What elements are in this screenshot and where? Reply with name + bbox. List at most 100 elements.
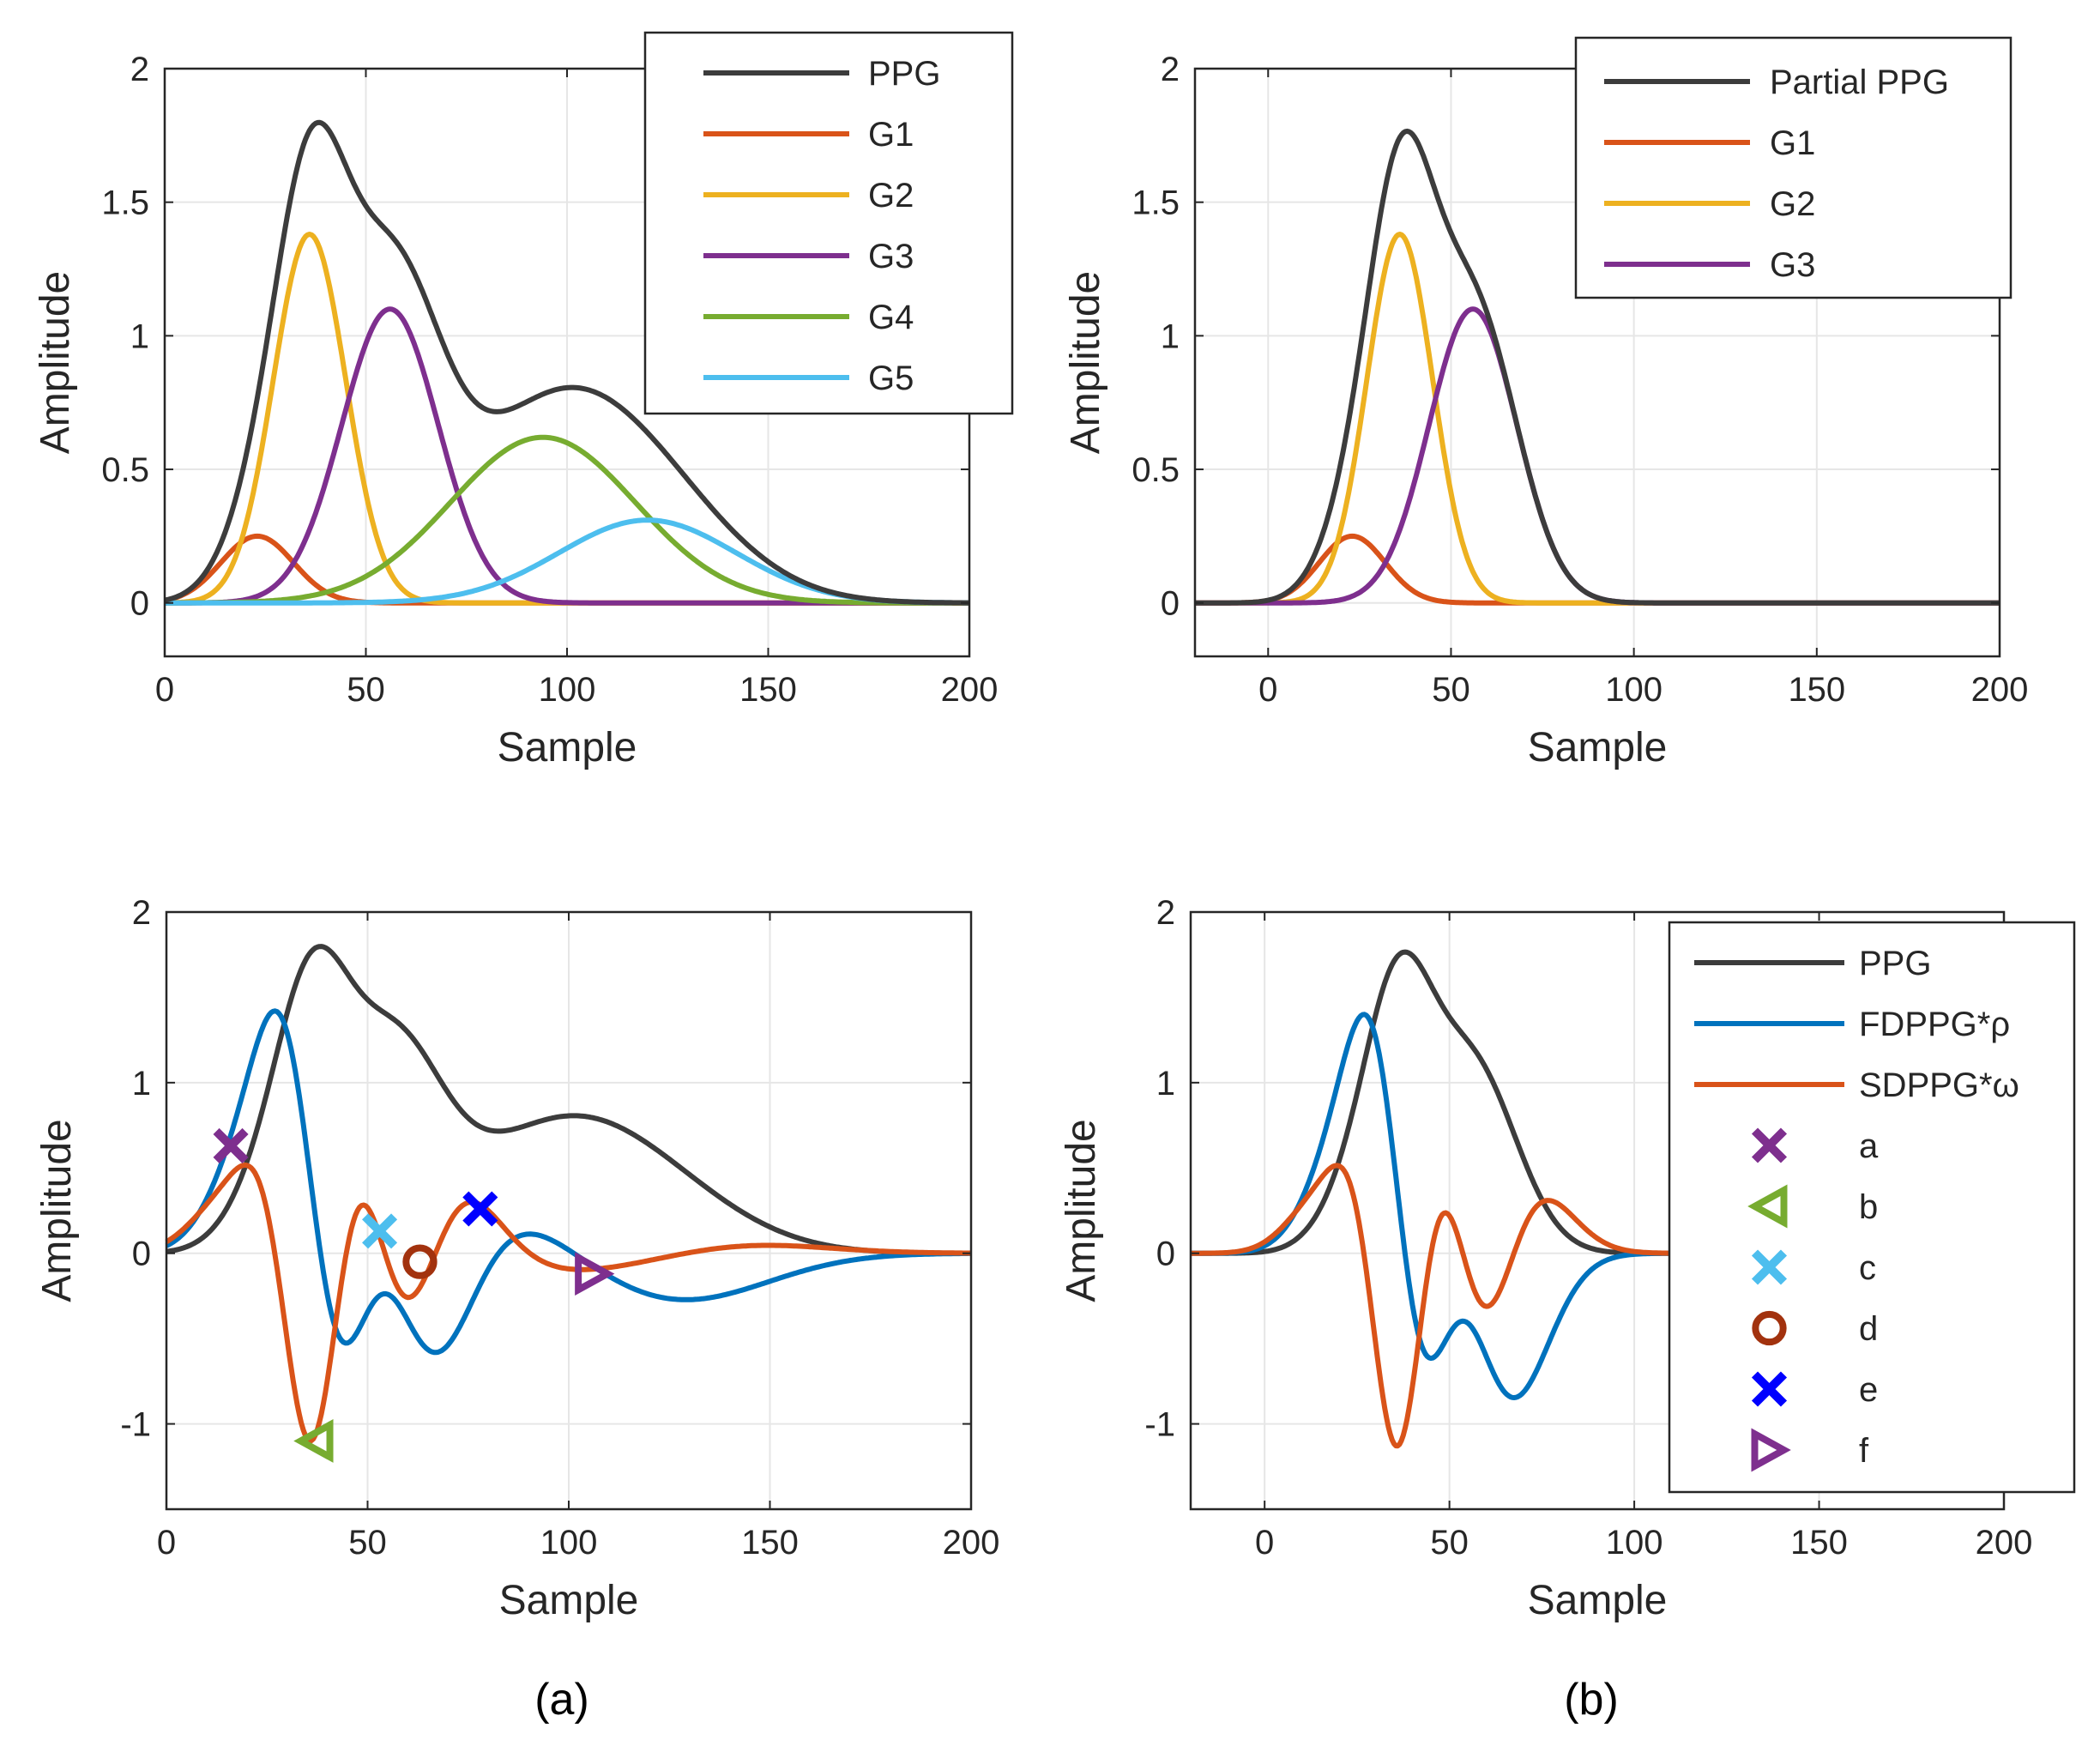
legend-marker-e: [1751, 1371, 1788, 1407]
legend-item-g1: G1: [1604, 124, 1815, 162]
legend-box: [1668, 921, 2076, 1494]
legend-label: PPG: [868, 55, 940, 93]
marker-f: [575, 1252, 615, 1296]
y-tick-label: 2: [132, 894, 151, 932]
legend-marker-a: [1751, 1127, 1788, 1163]
caption-a: (a): [534, 1675, 589, 1725]
marker-a: [213, 1127, 249, 1163]
legend: PPG G1 G2 G3 G4 G5: [643, 31, 1014, 415]
fiducial-markers: [213, 1127, 615, 1463]
y-tick-label: 0.5: [1131, 451, 1180, 489]
legend-marker-f: [1751, 1428, 1791, 1472]
x-tick-label: 50: [1432, 671, 1470, 709]
y-tick-label: 1: [132, 1065, 151, 1103]
legend-label: e: [1859, 1371, 1878, 1409]
y-axis-label: Amplitude: [1059, 1119, 1104, 1302]
series-group: [1194, 128, 2000, 606]
chart-bottom-right: 0 50 100 150 200 -1 0 1 2 Sample Amplitude PPG FDPPG…: [1059, 894, 2076, 1623]
y-tick-label: 0: [130, 585, 149, 623]
y-tick-label: 0: [132, 1236, 151, 1273]
y-axis-label: Amplitude: [33, 271, 78, 454]
y-tick-label: 1.5: [1131, 184, 1180, 222]
legend-label: SDPPG*ω: [1859, 1066, 2019, 1104]
legend-label: G4: [868, 299, 914, 336]
legend-item-g4: G4: [703, 299, 914, 336]
y-tick-label: 2: [1161, 51, 1180, 88]
legend-item-c: c: [1751, 1249, 1876, 1287]
x-tick-label: 0: [1258, 671, 1277, 709]
legend-label: G2: [868, 177, 914, 214]
legend-item-b: b: [1747, 1184, 1878, 1229]
x-tick-label: 200: [943, 1524, 1000, 1562]
legend-label: G3: [1770, 246, 1815, 284]
x-axis-label: Sample: [1528, 1578, 1668, 1623]
marker-e: [462, 1191, 498, 1227]
x-tick-label: 200: [1971, 671, 2029, 709]
y-tick-label: 0: [1156, 1236, 1175, 1273]
legend-label: G5: [868, 359, 914, 397]
marker-d: [402, 1244, 438, 1279]
chart-bottom-left: 0 50 100 150 200 -1 0 1 2 Sample Amplitude: [34, 894, 999, 1623]
series-group: [164, 119, 970, 606]
legend-item-ppg: PPG: [1694, 945, 1931, 982]
legend-label: Partial PPG: [1770, 63, 1949, 101]
x-tick-label: 200: [1976, 1524, 2033, 1562]
y-tick-label: 0: [1161, 585, 1180, 623]
legend-label: G1: [868, 116, 914, 154]
y-tick-label: 2: [130, 51, 149, 88]
y-tick-label: -1: [120, 1406, 151, 1444]
legend: Partial PPG G1 G2 G3: [1574, 36, 2012, 299]
x-tick-label: 150: [1788, 671, 1845, 709]
x-tick-label: 150: [1790, 1524, 1848, 1562]
grid: [166, 911, 972, 1509]
x-axis-label: Sample: [1528, 725, 1668, 770]
legend-item-e: e: [1751, 1371, 1878, 1409]
legend-item-ppg: PPG: [703, 55, 940, 93]
legend-label: d: [1859, 1310, 1878, 1348]
caption-b: (b): [1564, 1675, 1619, 1725]
y-axis-label: Amplitude: [34, 1119, 80, 1302]
chart-top-right: 0 50 100 150 200 0 0.5 1 1.5 2 Sample Amplitude Part…: [1063, 36, 2029, 770]
marker-b: [293, 1418, 334, 1463]
y-tick-label: -1: [1144, 1406, 1175, 1444]
x-tick-label: 0: [1255, 1524, 1274, 1562]
legend-marker-b: [1747, 1184, 1788, 1229]
legend-label: a: [1859, 1127, 1879, 1165]
y-axis-label: Amplitude: [1063, 271, 1108, 454]
legend-box: [643, 31, 1014, 415]
legend-label: f: [1859, 1432, 1869, 1470]
y-tick-label: 1: [1161, 317, 1180, 355]
y-tick-label: 1.5: [101, 184, 149, 222]
x-tick-label: 150: [739, 671, 797, 709]
x-tick-label: 100: [1606, 1524, 1663, 1562]
chart-top-left: 0 50 100 150 200 0 0.5 1 1.5 2 Sample Amplitude PPG G…: [33, 31, 1014, 770]
legend-item-fdppg: FDPPG*ρ: [1694, 1006, 2010, 1043]
legend-label: PPG: [1859, 945, 1931, 982]
series-g4: [164, 434, 970, 606]
x-tick-label: 100: [1605, 671, 1662, 709]
series-ppg: [1194, 128, 2000, 606]
x-tick-label: 100: [540, 1524, 598, 1562]
legend-item-partialppg: Partial PPG: [1604, 63, 1949, 101]
legend-item-g2: G2: [703, 177, 914, 214]
y-tick-label: 0.5: [101, 451, 149, 489]
legend-item-d: d: [1752, 1310, 1878, 1348]
legend-item-g3: G3: [703, 238, 914, 275]
x-tick-label: 150: [741, 1524, 799, 1562]
legend-item-sdppg: SDPPG*ω: [1694, 1066, 2019, 1104]
x-tick-label: 100: [539, 671, 596, 709]
x-tick-label: 200: [941, 671, 999, 709]
x-tick-label: 0: [155, 671, 174, 709]
series-sdppg: [165, 1162, 972, 1444]
series-ppg: [164, 119, 970, 606]
x-tick-label: 0: [157, 1524, 176, 1562]
legend-label: G2: [1770, 185, 1815, 223]
legend-label: c: [1859, 1249, 1876, 1287]
legend-item-g1: G1: [703, 116, 914, 154]
y-tick-label: 2: [1156, 894, 1175, 932]
legend-item-a: a: [1751, 1127, 1879, 1165]
series-group: [165, 944, 972, 1444]
x-tick-label: 50: [347, 671, 385, 709]
